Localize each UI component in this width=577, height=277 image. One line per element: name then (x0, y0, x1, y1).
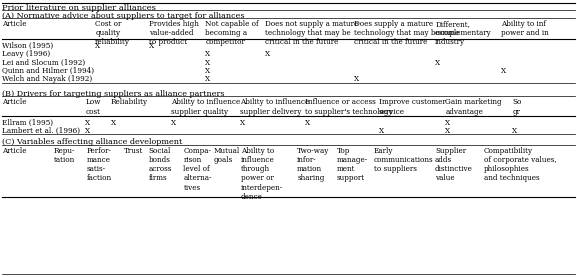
Text: Provides high
value-added
to product: Provides high value-added to product (149, 20, 198, 46)
Text: X: X (265, 50, 271, 58)
Text: Perfor-
mance
satis-
faction: Perfor- mance satis- faction (87, 147, 112, 183)
Text: Top
manage-
ment
support: Top manage- ment support (336, 147, 368, 183)
Text: Lambert et al. (1996): Lambert et al. (1996) (2, 127, 80, 135)
Text: Early
communications
to suppliers: Early communications to suppliers (374, 147, 433, 173)
Text: X: X (85, 119, 91, 127)
Text: Compa-
rison
level of
alterna-
tives: Compa- rison level of alterna- tives (183, 147, 212, 192)
Text: Article: Article (2, 20, 26, 28)
Text: X: X (445, 119, 451, 127)
Text: X: X (205, 67, 211, 75)
Text: X: X (512, 127, 518, 135)
Text: Article: Article (2, 98, 26, 106)
Text: Article: Article (2, 147, 26, 155)
Text: X: X (205, 50, 211, 58)
Text: (C) Variables affecting alliance development: (C) Variables affecting alliance develop… (2, 138, 182, 147)
Text: X: X (205, 59, 211, 67)
Text: Trust: Trust (124, 147, 144, 155)
Text: Reliability: Reliability (111, 98, 148, 106)
Text: Quinn and Hilmer (1994): Quinn and Hilmer (1994) (2, 67, 94, 75)
Text: Social
bonds
across
firms: Social bonds across firms (149, 147, 173, 183)
Text: Lei and Slocum (1992): Lei and Slocum (1992) (2, 59, 85, 67)
Text: X: X (240, 119, 245, 127)
Text: X: X (111, 119, 116, 127)
Text: Leavy (1996): Leavy (1996) (2, 50, 50, 58)
Text: Low
cost: Low cost (85, 98, 101, 116)
Text: Does supply a mature
technology that may become
critical in the future: Does supply a mature technology that may… (354, 20, 459, 46)
Text: Two-way
infor-
mation
sharing: Two-way infor- mation sharing (297, 147, 329, 183)
Text: (A) Normative advice about suppliers to target for alliances: (A) Normative advice about suppliers to … (2, 12, 244, 20)
Text: Different,
complementary
industry: Different, complementary industry (435, 20, 492, 46)
Text: Compatibility
of corporate values,
philosophies
and techniques: Compatibility of corporate values, philo… (484, 147, 556, 183)
Text: Ellram (1995): Ellram (1995) (2, 119, 53, 127)
Text: Influence or access
to supplier's technology: Influence or access to supplier's techno… (305, 98, 392, 116)
Text: X: X (354, 75, 359, 83)
Text: Repu-
tation: Repu- tation (54, 147, 75, 164)
Text: X: X (435, 59, 440, 67)
Text: Prior literature on supplier alliances: Prior literature on supplier alliances (2, 4, 156, 12)
Text: Wilson (1995): Wilson (1995) (2, 42, 53, 50)
Text: Does not supply a mature
technology that may be
critical in the future: Does not supply a mature technology that… (265, 20, 359, 46)
Text: Improve customer
service: Improve customer service (379, 98, 446, 116)
Text: Ability to influence
supplier delivery: Ability to influence supplier delivery (240, 98, 309, 116)
Text: Cost or
quality
reliability: Cost or quality reliability (95, 20, 130, 46)
Text: So
gr: So gr (512, 98, 522, 116)
Text: Ability to inf
power and in: Ability to inf power and in (501, 20, 549, 37)
Text: X: X (95, 42, 100, 50)
Text: X: X (171, 119, 177, 127)
Text: Supplier
adds
distinctive
value: Supplier adds distinctive value (435, 147, 473, 183)
Text: Welch and Nayak (1992): Welch and Nayak (1992) (2, 75, 92, 83)
Text: Ability to
influence
through
power or
interdepen-
dence: Ability to influence through power or in… (241, 147, 283, 201)
Text: Ability to influence
supplier quality: Ability to influence supplier quality (171, 98, 241, 116)
Text: X: X (305, 119, 310, 127)
Text: Mutual
goals: Mutual goals (214, 147, 240, 164)
Text: Gain marketing
advantage: Gain marketing advantage (445, 98, 502, 116)
Text: X: X (445, 127, 451, 135)
Text: X: X (205, 75, 211, 83)
Text: X: X (501, 67, 507, 75)
Text: X: X (379, 127, 384, 135)
Text: Not capable of
becoming a
competitor: Not capable of becoming a competitor (205, 20, 259, 46)
Text: X: X (149, 42, 154, 50)
Text: (B) Drivers for targeting suppliers as alliance partners: (B) Drivers for targeting suppliers as a… (2, 90, 224, 98)
Text: X: X (85, 127, 91, 135)
